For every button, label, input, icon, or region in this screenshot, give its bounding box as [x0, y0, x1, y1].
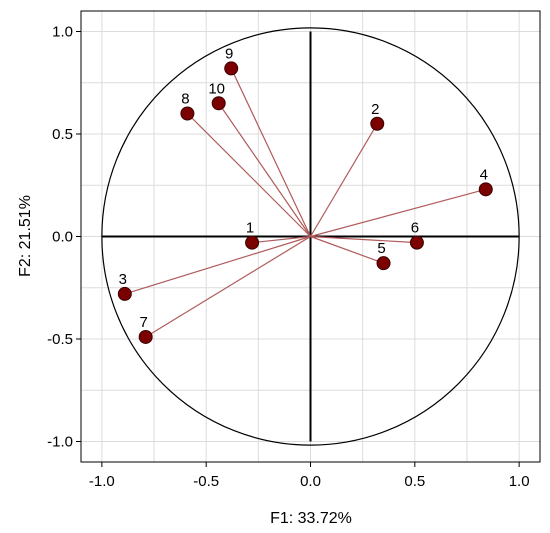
point-label: 8 [181, 91, 189, 108]
data-point [376, 256, 391, 271]
vectors [124, 68, 486, 338]
data-point [478, 182, 493, 197]
vector-line [186, 113, 311, 237]
vector-line [230, 68, 312, 237]
vector-line [310, 235, 417, 244]
y-tick-label: 1.0 [52, 24, 73, 41]
vector-line [145, 235, 311, 338]
data-point [180, 106, 195, 121]
x-tick-labels: -1.0 -0.5 0.0 0.5 1.0 [89, 462, 530, 490]
point-label: 4 [480, 166, 488, 183]
data-point [138, 329, 153, 344]
vector-line [124, 235, 311, 295]
x-tick-label: 0.0 [300, 473, 321, 490]
point-label: 7 [140, 314, 148, 331]
point-label: 3 [119, 271, 127, 288]
point-label: 9 [225, 45, 233, 62]
point-label: 6 [411, 220, 419, 237]
y-tick-label: 0.0 [52, 229, 73, 246]
data-point [117, 286, 132, 301]
vector-line [218, 102, 311, 237]
x-axis-title: F1: 33.72% [270, 510, 352, 527]
data-point [409, 235, 424, 250]
data-point [370, 116, 385, 131]
y-tick-label: 0.5 [52, 126, 73, 143]
x-tick-label: -0.5 [193, 473, 219, 490]
data-point [211, 96, 226, 111]
x-tick-label: 0.5 [404, 473, 425, 490]
data-point [224, 61, 239, 76]
data-point [245, 235, 260, 250]
vector-line [309, 123, 378, 237]
y-tick-labels: 1.0 0.5 0.0 -0.5 -1.0 [47, 24, 81, 451]
vector-line [310, 235, 384, 264]
point-labels: 1 2 3 4 5 6 7 8 9 10 [119, 45, 488, 331]
point-label: 1 [246, 220, 254, 237]
point-label: 10 [208, 80, 225, 97]
point-label: 2 [371, 101, 379, 118]
y-tick-label: -1.0 [47, 434, 73, 451]
x-tick-label: -1.0 [89, 473, 115, 490]
y-tick-label: -0.5 [47, 331, 73, 348]
point-label: 5 [377, 240, 385, 257]
y-axis-title: F2: 21.51% [17, 195, 34, 277]
x-tick-label: 1.0 [509, 473, 530, 490]
vector-line [310, 188, 486, 238]
data-points [117, 61, 493, 344]
vector-line [252, 235, 311, 244]
